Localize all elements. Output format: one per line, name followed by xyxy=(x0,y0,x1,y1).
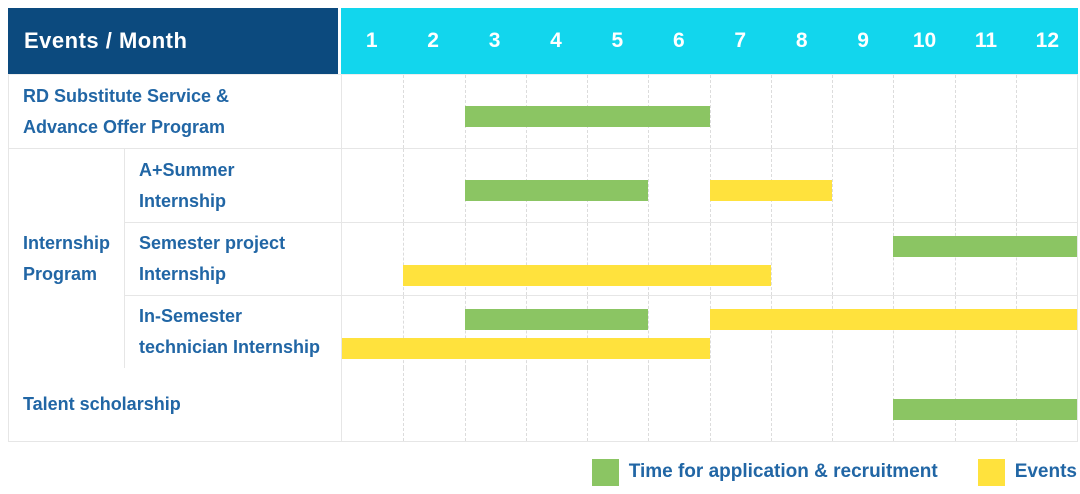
gantt-bar-yellow xyxy=(709,309,1077,330)
legend-item-application: Time for application & recruitment xyxy=(591,458,938,486)
month-cell xyxy=(770,223,832,295)
green-swatch-icon xyxy=(591,458,619,486)
schedule-table: Events / Month 1 2 3 4 5 6 7 8 9 10 11 1… xyxy=(8,8,1078,442)
timeline-semester-project xyxy=(342,223,1077,295)
month-header-7: 7 xyxy=(734,29,747,52)
legend-label-application: Time for application & recruitment xyxy=(628,461,938,482)
month-cell xyxy=(709,368,771,441)
table-row: A+Summer Internship xyxy=(125,149,1077,222)
month-cell xyxy=(770,296,832,368)
month-cell xyxy=(1015,75,1077,148)
gantt-bar-green xyxy=(464,106,710,127)
month-header-6: 6 xyxy=(672,29,685,52)
row-label-rd-substitute: RD Substitute Service & Advance Offer Pr… xyxy=(9,75,342,148)
timeline-in-semester xyxy=(342,296,1077,368)
month-cell xyxy=(770,368,832,441)
month-cell xyxy=(954,75,1016,148)
month-cell xyxy=(1015,149,1077,222)
month-header-9: 9 xyxy=(857,29,869,52)
gantt-bar-green xyxy=(464,180,649,201)
month-cell xyxy=(464,368,526,441)
legend: Time for application & recruitment Event… xyxy=(591,454,1077,490)
month-cell xyxy=(832,149,893,222)
yellow-swatch-icon xyxy=(977,458,1005,486)
table-row: RD Substitute Service & Advance Offer Pr… xyxy=(9,75,1077,148)
month-cell xyxy=(709,296,771,368)
row-label-in-semester: In-Semester technician Internship xyxy=(125,296,342,368)
month-cell xyxy=(770,75,832,148)
month-cell xyxy=(893,223,954,295)
month-cell xyxy=(832,75,893,148)
month-cell xyxy=(648,296,709,368)
month-cell xyxy=(893,296,954,368)
month-cell xyxy=(342,75,403,148)
month-cell xyxy=(464,223,526,295)
month-cell xyxy=(403,75,464,148)
month-header-5: 5 xyxy=(611,29,624,52)
gantt-bar-yellow xyxy=(709,180,832,201)
table-row: Talent scholarship xyxy=(9,368,1077,441)
month-cell xyxy=(648,368,709,441)
month-cell xyxy=(587,368,648,441)
group-label-internship-program: Internship Program xyxy=(9,149,125,368)
month-header-4: 4 xyxy=(550,29,562,52)
row-label-a-summer: A+Summer Internship xyxy=(125,149,342,222)
gantt-bar-green xyxy=(464,309,649,330)
row-label-semester-project: Semester project Internship xyxy=(125,223,342,295)
internship-subrows: A+Summer Internship Semester project Int… xyxy=(125,149,1077,368)
table-body: RD Substitute Service & Advance Offer Pr… xyxy=(8,74,1078,442)
month-cell xyxy=(464,296,526,368)
month-cell xyxy=(648,149,709,222)
month-cell xyxy=(587,223,648,295)
month-cell xyxy=(832,368,893,441)
month-cell xyxy=(342,149,403,222)
month-header-8: 8 xyxy=(795,29,808,52)
month-cell xyxy=(954,149,1016,222)
month-cell xyxy=(342,368,403,441)
month-header-10: 10 xyxy=(912,29,937,52)
month-cell xyxy=(587,296,648,368)
gantt-bar-yellow xyxy=(403,265,771,286)
month-cell xyxy=(525,368,587,441)
month-cell xyxy=(1015,296,1077,368)
month-header-1: 1 xyxy=(365,29,378,52)
legend-label-events: Events xyxy=(1014,461,1077,482)
month-cell xyxy=(403,368,464,441)
month-cell xyxy=(525,223,587,295)
month-header-3: 3 xyxy=(488,29,501,52)
timeline-a-summer xyxy=(342,149,1077,222)
gantt-bar-green xyxy=(893,399,1077,420)
month-cell xyxy=(1015,223,1077,295)
month-cell xyxy=(709,223,771,295)
gantt-bar-green xyxy=(893,236,1077,257)
internship-program-group: Internship Program A+Summer Internship S… xyxy=(9,148,1077,368)
month-cell xyxy=(403,149,464,222)
month-cell xyxy=(342,223,403,295)
events-month-header-cell: Events / Month xyxy=(8,8,341,74)
months-header: 1 2 3 4 5 6 7 8 9 10 11 12 xyxy=(341,8,1078,74)
month-cell xyxy=(954,223,1016,295)
table-row: Semester project Internship xyxy=(125,222,1077,295)
month-cell xyxy=(709,75,771,148)
table-header-row: Events / Month 1 2 3 4 5 6 7 8 9 10 11 1… xyxy=(8,8,1078,74)
row-label-talent-scholarship: Talent scholarship xyxy=(9,368,342,441)
month-cell xyxy=(832,296,893,368)
month-cell xyxy=(403,223,464,295)
month-cell xyxy=(893,149,954,222)
table-row: In-Semester technician Internship xyxy=(125,295,1077,368)
month-header-12: 12 xyxy=(1035,29,1060,52)
timeline-rd-substitute xyxy=(342,75,1077,148)
month-header-2: 2 xyxy=(427,29,439,52)
month-cell xyxy=(525,296,587,368)
timeline-talent-scholarship xyxy=(342,368,1077,441)
month-cell xyxy=(893,75,954,148)
month-header-11: 11 xyxy=(974,29,998,52)
month-cell xyxy=(648,223,709,295)
legend-item-events: Events xyxy=(977,458,1077,486)
month-cell xyxy=(954,296,1016,368)
month-cell xyxy=(832,223,893,295)
gantt-bar-yellow xyxy=(342,338,710,359)
month-cell xyxy=(403,296,464,368)
